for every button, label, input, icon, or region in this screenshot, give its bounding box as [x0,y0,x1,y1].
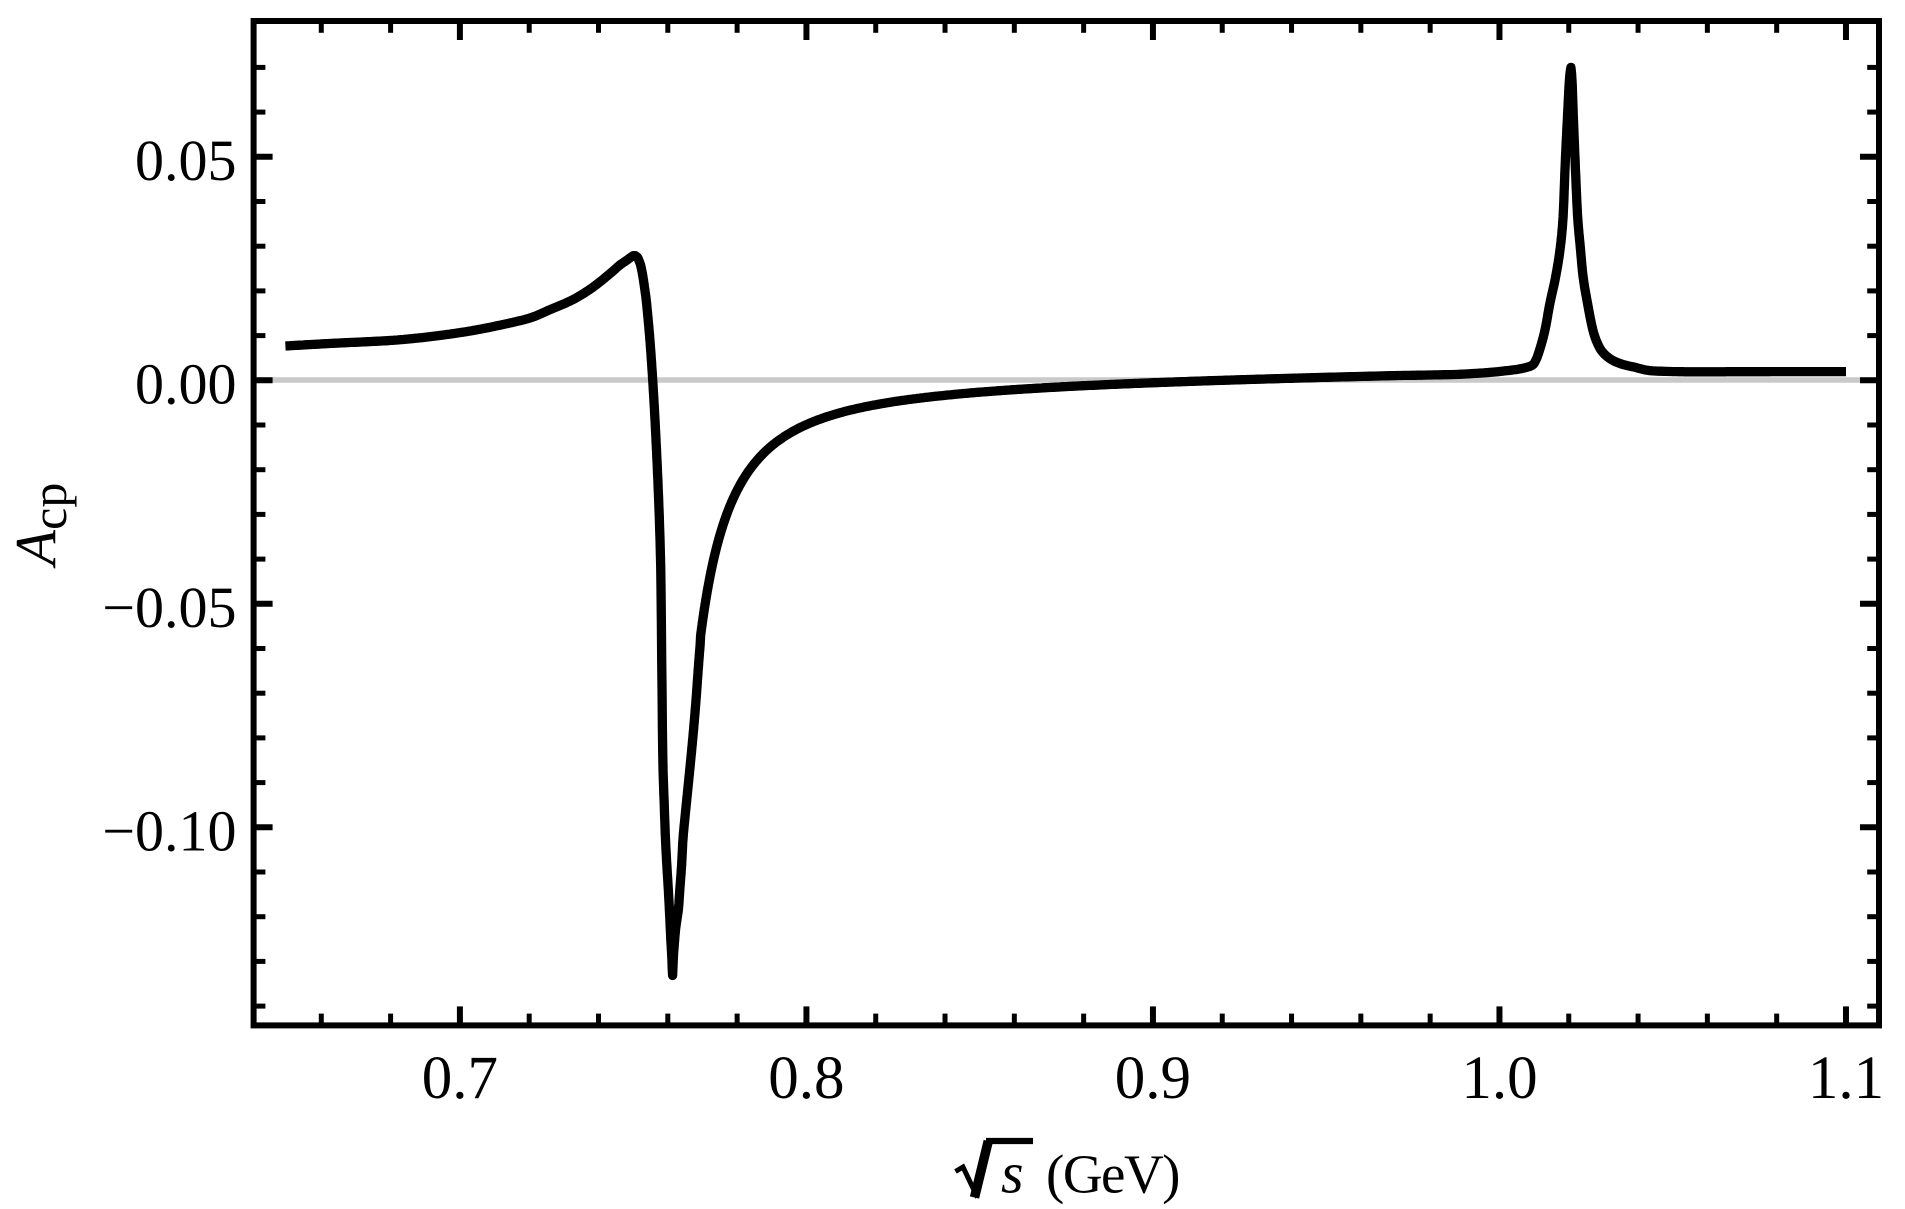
svg-text:1.1: 1.1 [1808,1045,1884,1112]
svg-text:−0.05: −0.05 [102,575,236,640]
svg-text:0.05: 0.05 [135,128,237,193]
svg-text:0.00: 0.00 [135,351,237,416]
svg-text:−0.10: −0.10 [102,798,236,863]
svg-text:0.7: 0.7 [422,1045,498,1112]
svg-text:Acp: Acp [4,483,78,570]
svg-text:0.9: 0.9 [1115,1045,1191,1112]
svg-text:(GeV): (GeV) [1046,1144,1179,1205]
svg-text:s: s [1001,1141,1024,1206]
svg-text:1.0: 1.0 [1461,1045,1537,1112]
svg-text:0.8: 0.8 [768,1045,844,1112]
